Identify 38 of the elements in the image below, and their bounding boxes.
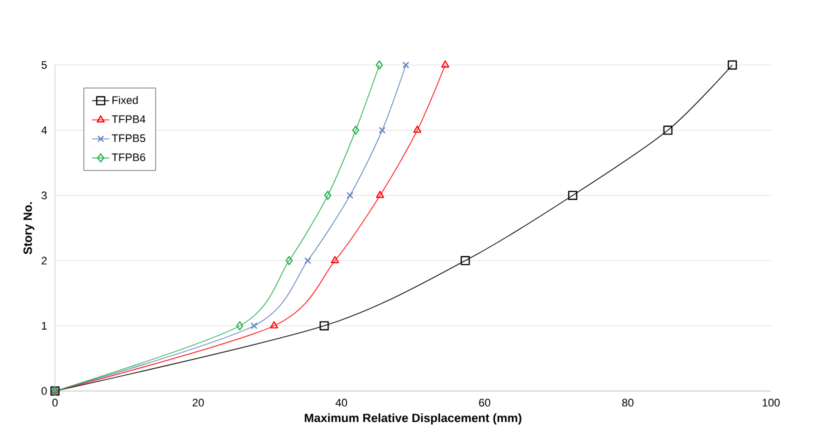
point — [270, 321, 278, 328]
legend-label: Fixed — [112, 96, 138, 104]
y-axis-title: Story No. — [23, 202, 34, 254]
point — [250, 322, 258, 330]
point — [320, 321, 329, 330]
point — [330, 256, 340, 264]
point — [663, 126, 672, 135]
point — [378, 126, 386, 134]
x-tick-label: 60 — [479, 398, 490, 407]
point — [324, 190, 332, 200]
legend-label: TFPB5 — [112, 134, 146, 142]
y-tick-label: 0 — [42, 387, 47, 395]
point — [236, 321, 244, 330]
point — [346, 192, 354, 199]
x-tick-label: 20 — [192, 398, 204, 407]
x-tick-label: 0 — [52, 398, 58, 407]
y-tick-label: 4 — [41, 126, 47, 134]
point — [376, 60, 383, 70]
x-tick-label: 80 — [622, 398, 634, 407]
y-tick-label: 3 — [42, 192, 47, 200]
x-tick-label: 100 — [762, 398, 780, 407]
x-axis-title: Maximum Relative Displacement (mm) — [304, 413, 522, 425]
point — [460, 256, 470, 266]
point — [568, 190, 578, 200]
point — [441, 60, 450, 68]
y-tick-label: 1 — [42, 322, 47, 330]
y-tick-label: 2 — [42, 256, 47, 264]
point — [352, 126, 360, 135]
point — [286, 256, 293, 266]
point — [402, 62, 410, 68]
point — [413, 126, 422, 133]
point — [728, 60, 737, 70]
y-tick-label: 5 — [42, 61, 47, 69]
legend-label: TFPB4 — [112, 115, 146, 123]
point — [376, 190, 384, 198]
legend-label: TFPB6 — [112, 153, 146, 162]
x-tick-label: 40 — [336, 398, 348, 407]
point — [304, 257, 312, 264]
